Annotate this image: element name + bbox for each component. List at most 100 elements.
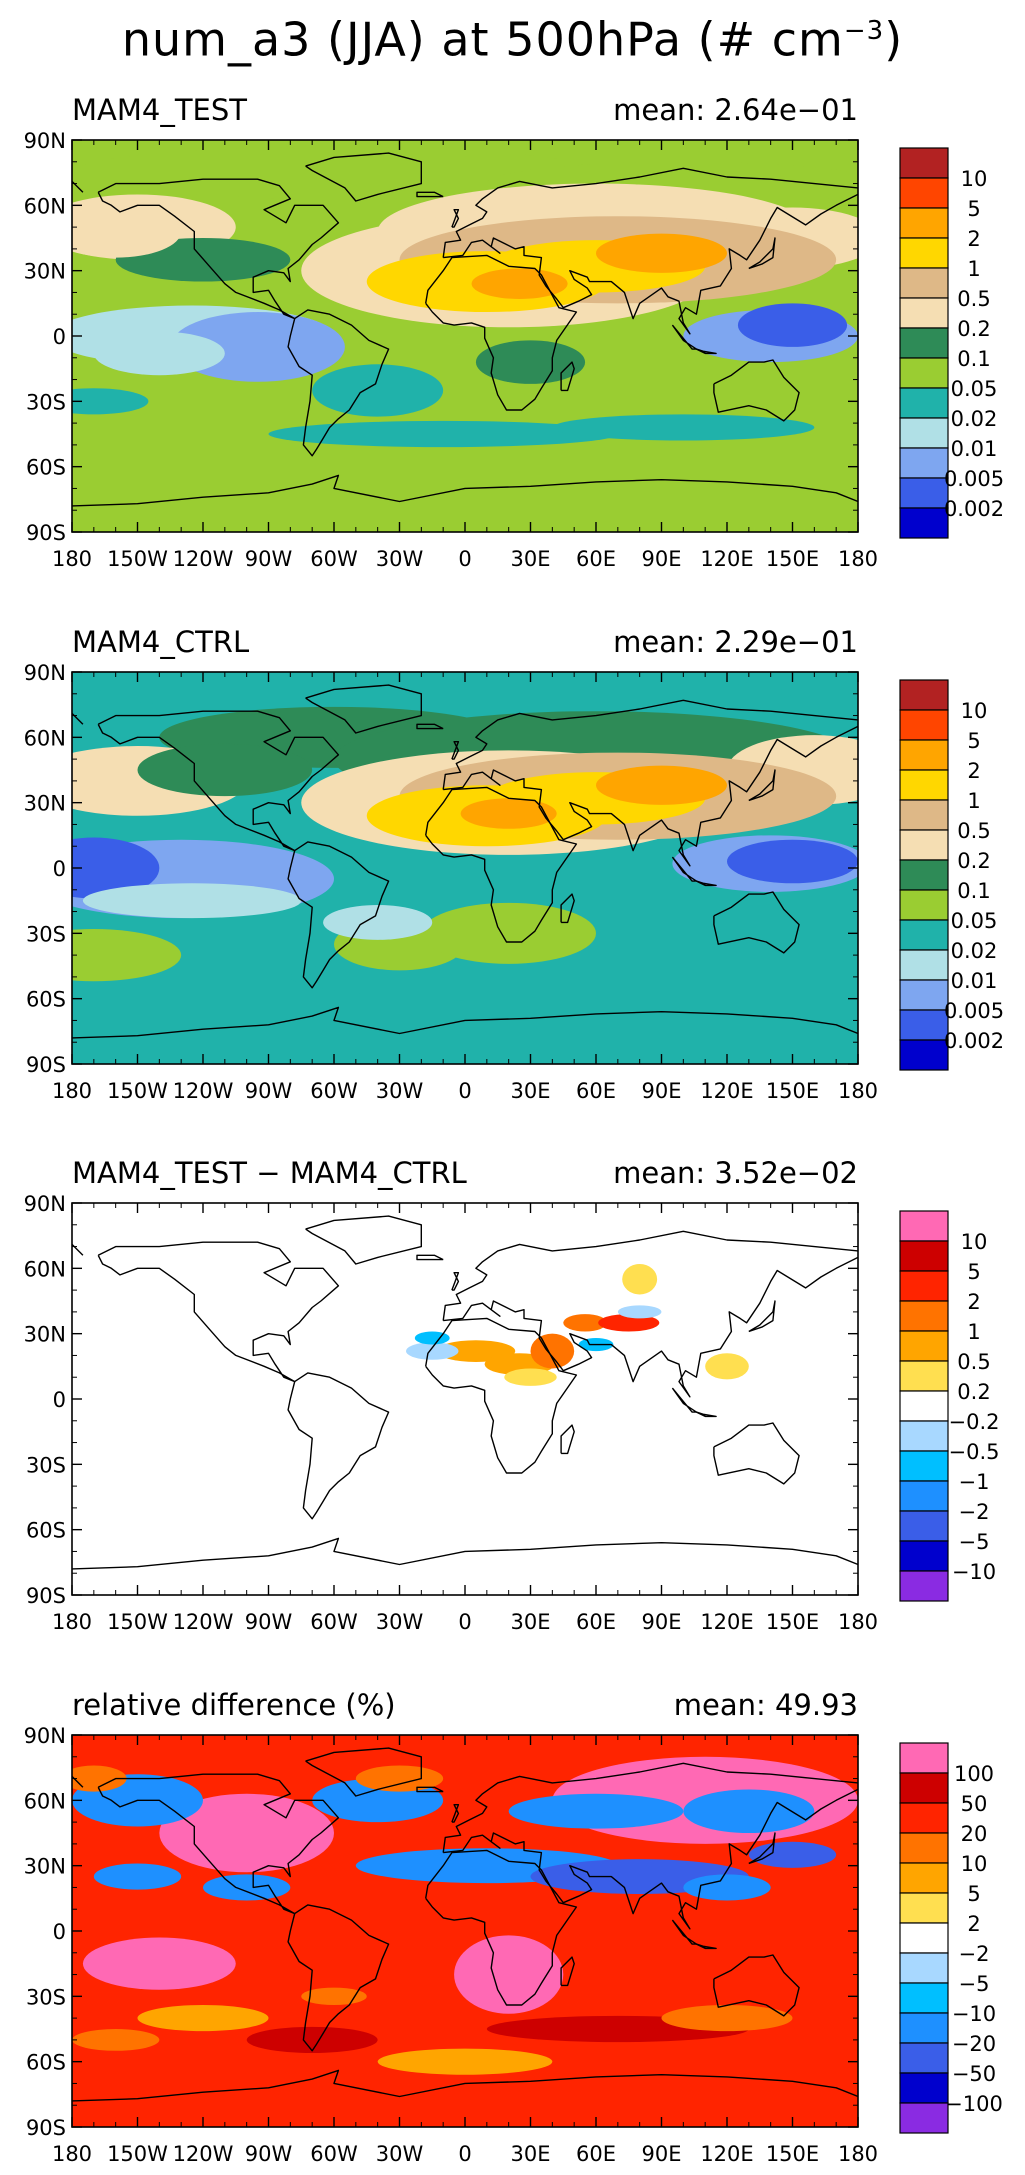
coastline <box>695 348 717 355</box>
colorbar-label: −10 <box>952 1560 996 1584</box>
lon-label: 60W <box>310 547 358 571</box>
lat-label: 30S <box>26 1985 66 2009</box>
colorbar-swatch <box>899 919 949 951</box>
coastline <box>560 893 575 924</box>
coastline <box>443 1256 858 1398</box>
colorbar-label: 100 <box>954 1762 994 1786</box>
colorbar-swatch <box>899 1742 949 1774</box>
colorbar-label: 10 <box>961 1852 988 1876</box>
colorbar: 100 50 20 10 5 2 −2 −5 −10 −20 −50 −100 <box>899 1742 1003 2134</box>
field-blob <box>421 902 596 964</box>
colorbar-swatch <box>899 739 949 771</box>
lon-label: 90W <box>245 2142 293 2166</box>
field-blob <box>683 1874 771 1901</box>
colorbar-swatch <box>899 1982 949 2014</box>
colorbar-swatch <box>899 679 949 711</box>
colorbar-label: −100 <box>945 2092 1003 2116</box>
colorbar-label: −1 <box>959 1470 990 1494</box>
lon-label: 90W <box>245 1079 293 1103</box>
panel-mean: mean: 2.29e−01 <box>613 625 858 659</box>
lon-label: 150E <box>766 2142 819 2166</box>
field-blob <box>705 1353 749 1380</box>
colorbar-label: −5 <box>959 1530 990 1554</box>
colorbar-swatch <box>899 829 949 861</box>
lon-label: 30E <box>511 547 551 571</box>
lon-label: 30W <box>376 547 424 571</box>
colorbar-swatch <box>899 447 949 479</box>
coastline <box>748 237 776 270</box>
colorbar-swatch <box>899 1360 949 1392</box>
field-blob <box>312 364 444 417</box>
coastline <box>416 191 444 198</box>
field-blob <box>82 1937 236 1990</box>
lat-label: 90S <box>26 2116 66 2140</box>
lat-label: 30N <box>24 1855 66 1879</box>
colorbar-label: 0.5 <box>957 819 990 843</box>
field-blob <box>661 2005 793 2032</box>
coastline <box>416 1786 444 1793</box>
field-blob <box>72 928 182 982</box>
colorbar-swatch <box>899 1570 949 1602</box>
colorbar-label: 0.2 <box>957 317 990 341</box>
field-blob <box>82 883 302 919</box>
colorbar-swatch <box>899 297 949 329</box>
coastline <box>713 1422 800 1485</box>
coastline <box>695 1943 717 1950</box>
colorbar-swatch <box>899 1270 949 1302</box>
field-blob <box>596 765 727 805</box>
coastline <box>416 723 444 730</box>
field-layer <box>72 140 858 532</box>
lon-label: 30W <box>376 1079 424 1103</box>
colorbar-swatch <box>899 1039 949 1071</box>
lat-label: 90N <box>24 661 66 685</box>
colorbar-swatch <box>899 1892 949 1924</box>
lon-label: 90E <box>642 2142 682 2166</box>
field-blob <box>454 1935 564 2014</box>
lat-label: 60N <box>24 194 66 218</box>
field-blob <box>72 205 182 258</box>
lon-label: 120E <box>700 547 753 571</box>
lon-label: 90W <box>245 1610 293 1634</box>
lon-label: 180 <box>838 1079 878 1103</box>
panel-title: MAM4_CTRL <box>72 625 249 659</box>
lon-label: 120W <box>173 1079 234 1103</box>
lat-label: 90S <box>26 521 66 545</box>
lat-label: 30N <box>24 792 66 816</box>
colorbar-label: 2 <box>967 1912 980 1936</box>
coastline <box>97 178 340 320</box>
colorbar-label: −50 <box>952 2062 996 2086</box>
lon-label: 180 <box>838 547 878 571</box>
colorbar-swatch <box>899 267 949 299</box>
colorbar-swatch <box>899 1480 949 1512</box>
field-blob <box>72 2029 160 2051</box>
colorbar-swatch <box>899 207 949 239</box>
coastline <box>560 361 575 392</box>
field-blob <box>530 1333 575 1369</box>
panel-title: MAM4_TEST − MAM4_CTRL <box>72 1156 467 1190</box>
colorbar-label: 2 <box>967 1290 980 1314</box>
field-blob <box>552 414 815 441</box>
lon-label: 30E <box>511 1079 551 1103</box>
field-blob <box>471 268 568 299</box>
colorbar-label: 0.01 <box>951 969 998 993</box>
field-blob <box>504 1368 557 1386</box>
colorbar-swatch <box>899 2012 949 2044</box>
coastline <box>443 725 858 867</box>
colorbar-label: −0.5 <box>949 1440 1000 1464</box>
lon-label: 90E <box>642 1610 682 1634</box>
page-title-prefix: num_a3 (JJA) at 500hPa (# cm <box>121 12 844 67</box>
colorbar-label: −2 <box>959 1500 990 1524</box>
field-blob <box>72 388 149 415</box>
field-layer <box>72 672 858 1064</box>
lat-label: 0 <box>53 857 66 881</box>
lon-label: 30E <box>511 2142 551 2166</box>
colorbar-label: −0.2 <box>949 1410 1000 1434</box>
coastline <box>695 1411 717 1418</box>
field-blob <box>72 1765 127 1792</box>
colorbar-swatch <box>899 357 949 389</box>
colorbar-swatch <box>899 2102 949 2134</box>
lon-label: 150W <box>107 2142 168 2166</box>
lat-label: 60N <box>24 1257 66 1281</box>
panel-title: MAM4_TEST <box>72 93 247 127</box>
coastline <box>713 891 800 954</box>
